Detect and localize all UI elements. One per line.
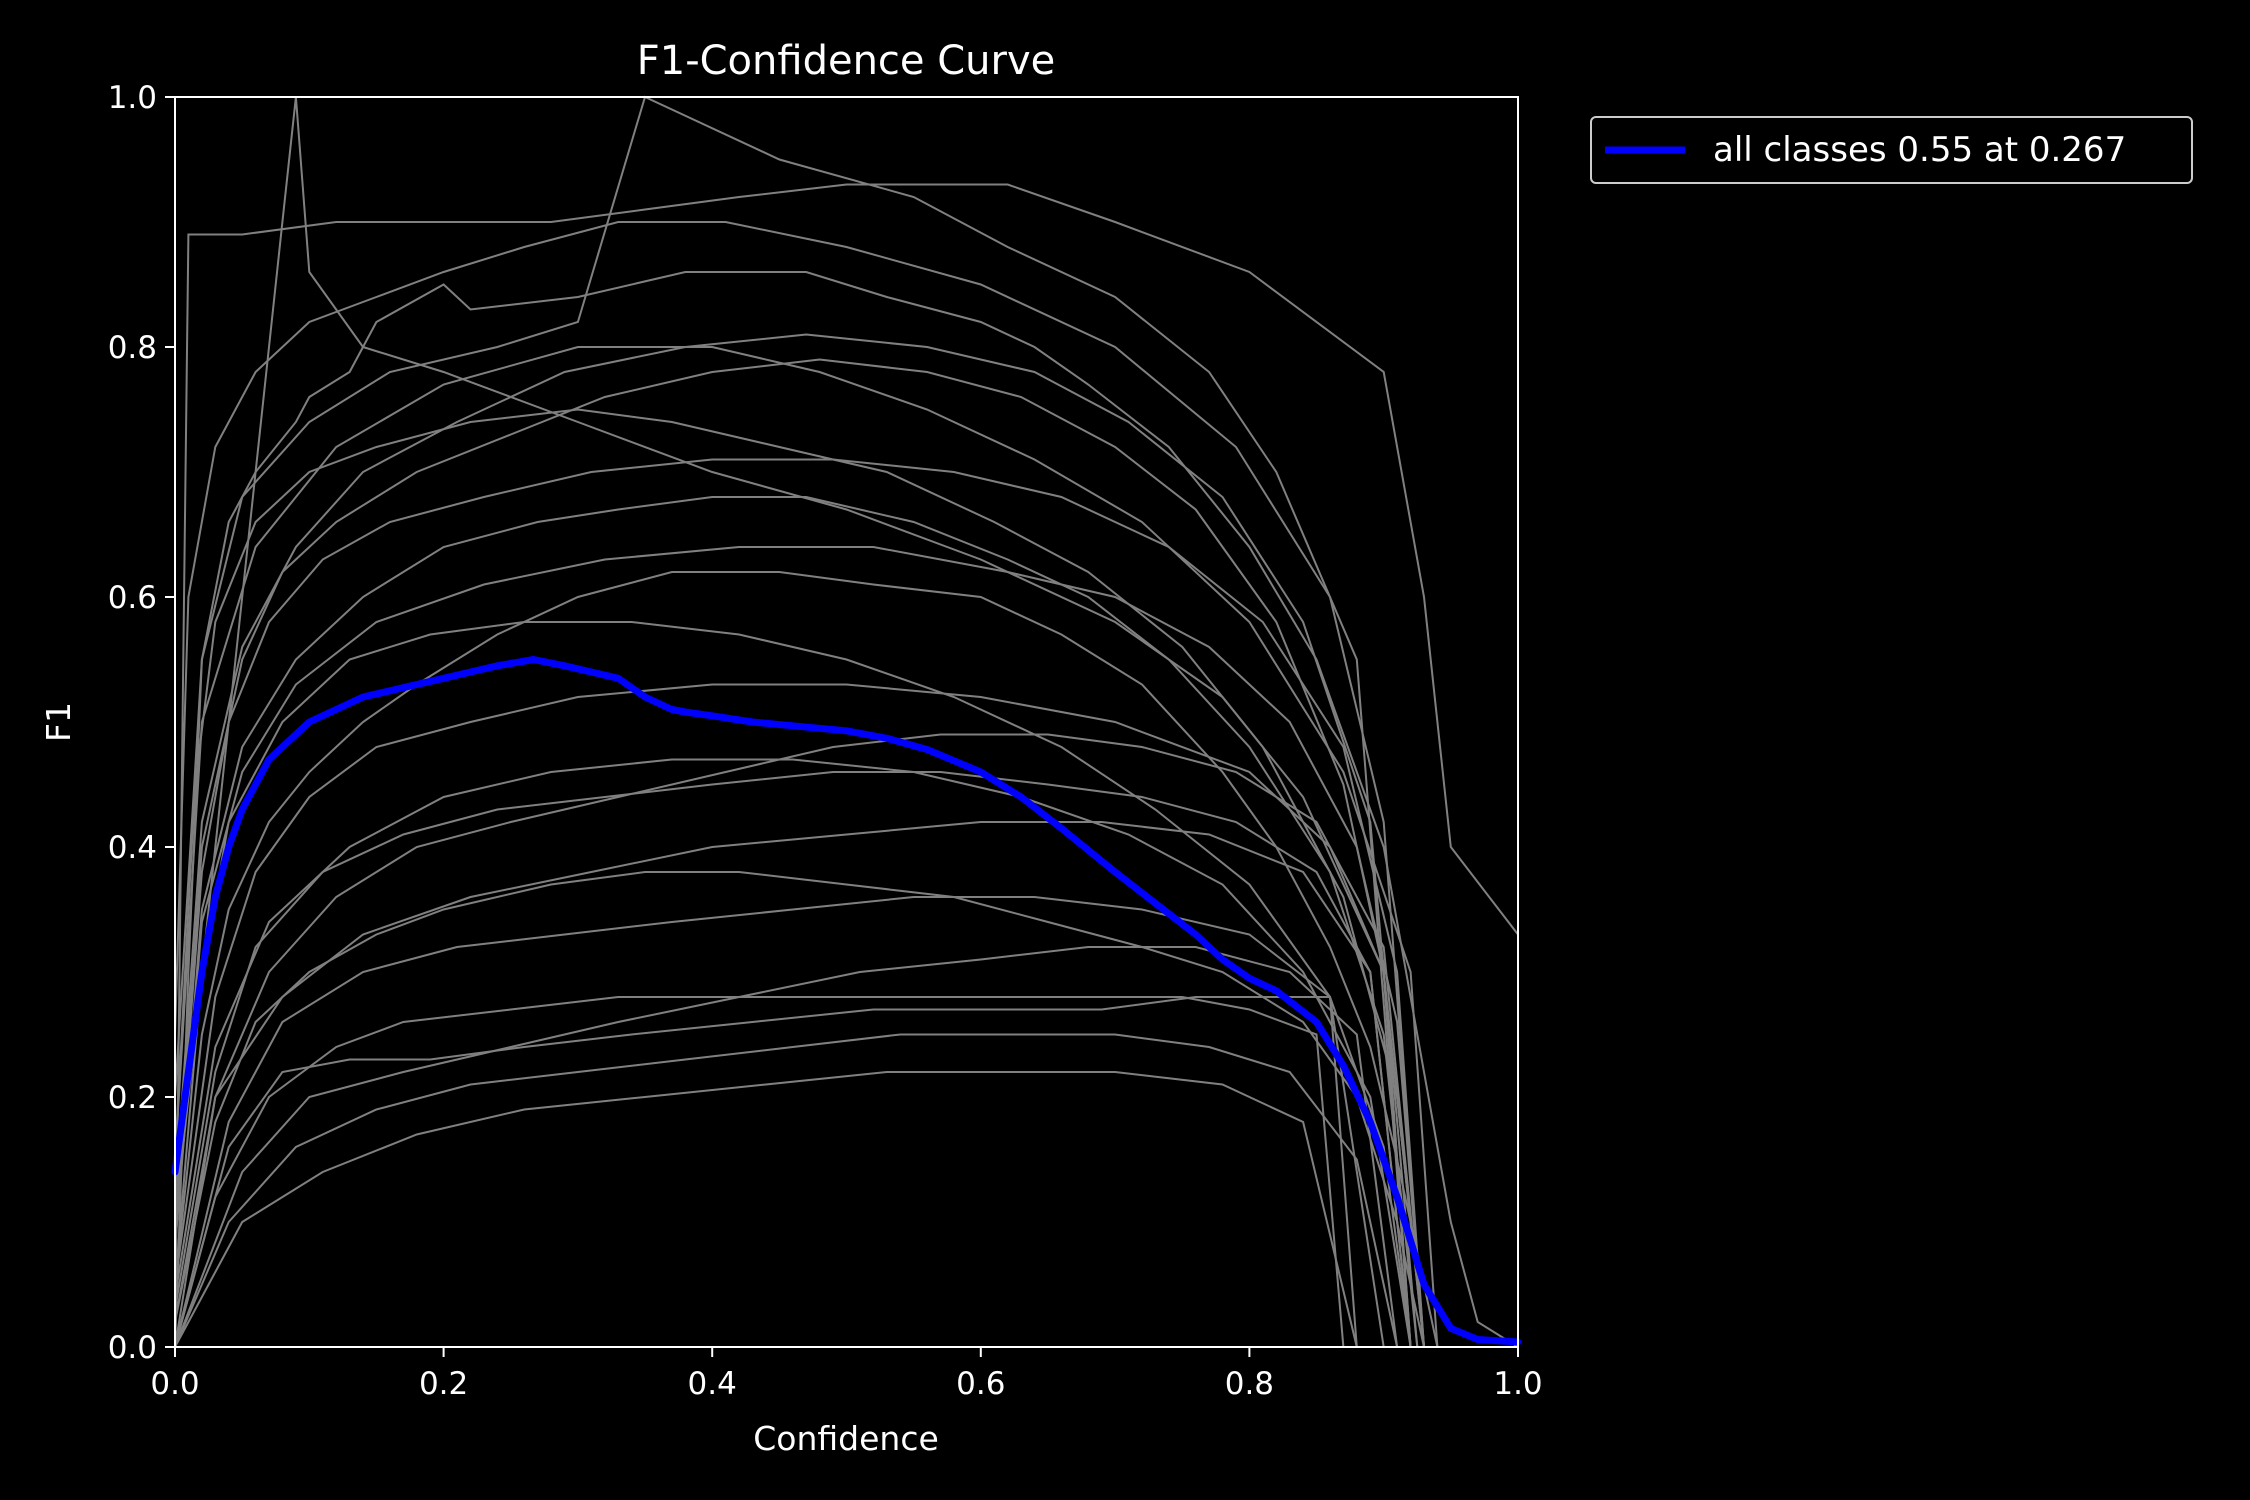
y-tick-label: 0.2 [108,1080,157,1116]
y-axis-label: F1 [39,702,78,742]
class-curve-16 [174,683,1412,1348]
class-curve-0 [174,271,1519,1348]
y-tick-label: 0.4 [108,830,157,866]
all-classes-curve [171,656,1522,1346]
class-curve-23 [174,821,1412,1348]
legend-label: all classes 0.55 at 0.267 [1713,130,2126,170]
x-axis-ticks: 0.0 0.2 0.4 0.6 0.8 1.0 [150,1347,1543,1402]
x-tick-label: 0.4 [688,1366,737,1402]
class-curve-20 [174,346,1439,1348]
class-curve-1 [174,571,1439,1348]
x-tick-label: 1.0 [1493,1366,1542,1402]
class-curve-9 [174,96,1425,1348]
chart-title: F1-Confidence Curve [637,38,1056,84]
class-curve-25 [174,1071,1358,1348]
class-curve-24 [174,546,1425,1348]
y-tick-label: 0.8 [108,330,157,366]
class-curve-10 [174,183,1519,1348]
x-tick-label: 0.2 [419,1366,468,1402]
class-curve-17 [174,946,1399,1348]
class-curve-4 [174,996,1345,1348]
y-axis-ticks: 0.0 0.2 0.4 0.6 0.8 1.0 [108,80,175,1366]
class-curve-11 [174,621,1412,1348]
y-tick-label: 1.0 [108,80,157,116]
class-curve-21 [174,758,1412,1348]
class-curves [174,95,1519,1348]
legend: all classes 0.55 at 0.267 [1590,116,2193,184]
x-tick-label: 0.0 [150,1366,199,1402]
y-tick-label: 0.0 [108,1330,157,1366]
class-curve-19 [174,896,1385,1348]
class-curve-2 [174,871,1425,1348]
legend-box [1590,116,2193,184]
class-curve-8 [174,771,1412,1348]
class-curve-5 [174,496,1419,1348]
class-curve-12 [174,1033,1399,1348]
class-curve-15 [174,95,1412,1348]
class-curve-13 [174,333,1419,1348]
all-classes-curves [171,656,1522,1346]
plot-frame [174,96,1519,1348]
y-tick-label: 0.6 [108,580,157,616]
x-tick-label: 0.6 [956,1366,1005,1402]
class-curve-18 [174,458,1425,1348]
x-tick-label: 0.8 [1225,1366,1274,1402]
class-curve-6 [174,996,1358,1348]
x-axis-label: Confidence [753,1419,939,1458]
class-curve-22 [174,221,1425,1348]
